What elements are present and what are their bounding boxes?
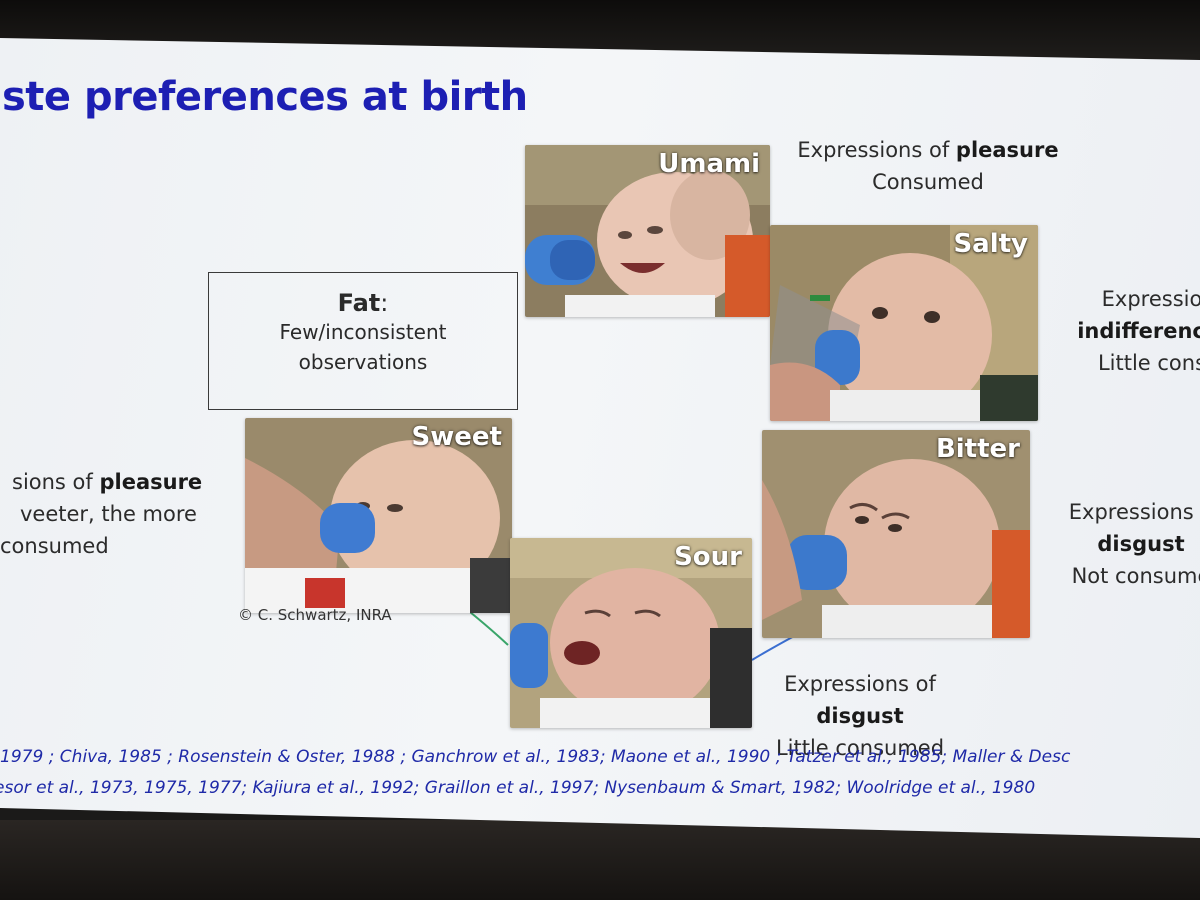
fat-heading: Fat: <box>209 289 517 317</box>
slide-title: ste preferences at birth <box>2 74 528 120</box>
caption-umami-line-1: Expressions of pleasure <box>782 134 1074 166</box>
caption-salty-line-3: Little cons <box>1097 351 1200 375</box>
fat-box: Fat: Few/inconsistent observations <box>208 272 518 410</box>
caption-umami-line-2: Consumed <box>872 170 984 194</box>
caption-bitter: Expressions o disgust Not consume <box>1036 496 1200 592</box>
fat-line-2: observations <box>298 350 428 374</box>
caption-salty-line-2: indifference/ <box>1036 315 1200 347</box>
photo-umami: Umami <box>525 145 770 317</box>
photo-sweet: Sweet <box>245 418 512 613</box>
caption-sour-line-3: Little consumed <box>775 736 945 760</box>
baby-photo-salty <box>770 225 1038 421</box>
fat-label: Fat <box>337 289 381 317</box>
caption-sweet-line-3: consumed <box>0 534 109 558</box>
caption-sweet-prefix: sions of <box>12 470 100 494</box>
caption-sour-line-1: Expressions of <box>784 672 936 696</box>
caption-umami-prefix: Expressions of <box>797 138 956 162</box>
caption-salty-line-1: Expressio <box>1101 287 1200 311</box>
reference-line-2: esor et al., 1973, 1975, 1977; Kajiura e… <box>0 778 1036 798</box>
taste-label-salty: Salty <box>953 229 1028 259</box>
photo-bitter: Bitter <box>762 430 1030 638</box>
references: 1979 ; Chiva, 1985 ; Rosenstein & Oster,… <box>0 742 1200 804</box>
taste-label-bitter: Bitter <box>935 434 1020 464</box>
taste-label-umami: Umami <box>658 149 760 179</box>
caption-sour: Expressions of disgust Little consumed <box>746 668 974 764</box>
taste-label-sweet: Sweet <box>411 422 502 452</box>
baby-photo-sour <box>510 538 752 728</box>
baby-photo-bitter <box>762 430 1030 638</box>
caption-bitter-line-3: Not consume <box>1071 564 1200 588</box>
baby-photo-umami <box>525 145 770 317</box>
photo-credit: © C. Schwartz, INRA <box>238 606 392 624</box>
caption-umami-emphasis: pleasure <box>955 138 1059 162</box>
caption-sweet: sions of pleasure veeter, the more consu… <box>0 466 202 562</box>
caption-sweet-line-2: veeter, the more <box>20 502 197 526</box>
caption-bitter-line-2: disgust <box>1036 528 1200 560</box>
room-background-bottom <box>0 820 1200 900</box>
reference-line-1: 1979 ; Chiva, 1985 ; Rosenstein & Oster,… <box>0 747 1071 767</box>
caption-salty: Expressio indifference/ Little cons <box>1036 283 1200 379</box>
caption-sweet-line-1: sions of pleasure <box>0 466 202 498</box>
photo-sour: Sour <box>510 538 752 728</box>
fat-line-1: Few/inconsistent <box>279 320 447 344</box>
caption-bitter-line-1: Expressions o <box>1068 500 1200 524</box>
caption-umami: Expressions of pleasure Consumed <box>782 134 1074 198</box>
fat-colon: : <box>380 289 389 317</box>
caption-sweet-emphasis: pleasure <box>99 470 203 494</box>
caption-salty-emphasis: indifference/ <box>1077 319 1200 343</box>
caption-sour-emphasis: disgust <box>816 704 904 728</box>
caption-bitter-emphasis: disgust <box>1097 532 1185 556</box>
baby-photo-sweet <box>245 418 512 613</box>
photo-salty: Salty <box>770 225 1038 421</box>
taste-label-sour: Sour <box>674 542 742 572</box>
caption-sour-line-2: disgust <box>746 700 974 732</box>
